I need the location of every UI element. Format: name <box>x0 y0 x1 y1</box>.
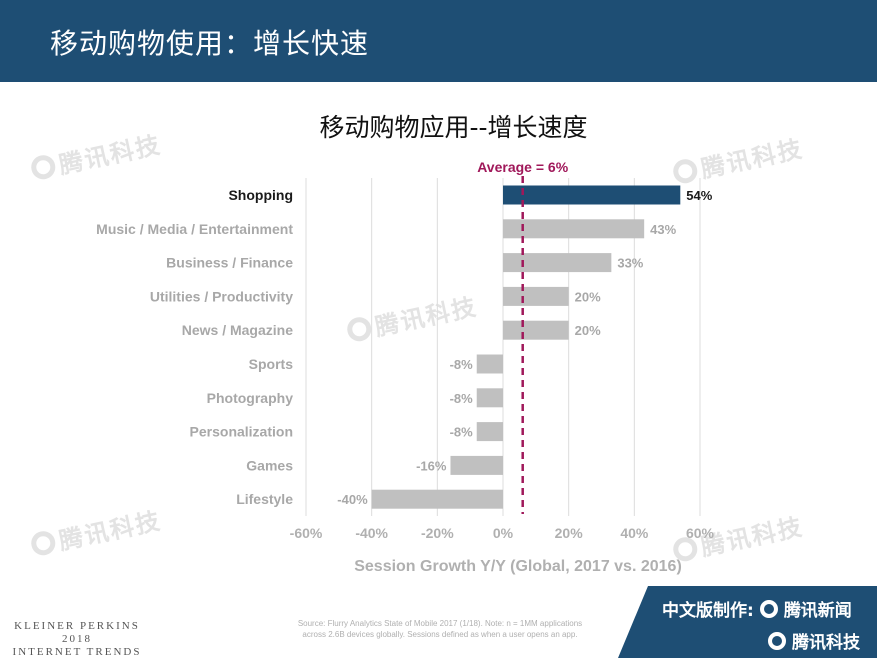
chart-title: 移动购物应用--增长速度 <box>319 113 588 142</box>
bar-chart: -60% -40% -20% 0% 20% 40% 60% Shopping 54% Music … <box>96 159 715 575</box>
credit-box: 中文版制作: 腾讯新闻 腾讯科技 <box>618 586 877 658</box>
credit-prefix: 中文版制作: <box>662 601 754 621</box>
x-tick-label: 20% <box>555 525 584 541</box>
average-label: Average = 6% <box>477 159 568 175</box>
category-label: Photography <box>207 390 294 406</box>
brand-line: 2018 <box>62 633 92 645</box>
slide-title: 移动购物使用：增长快速 <box>50 27 370 60</box>
kleiner-perkins-brand: KLEINER PERKINS 2018 INTERNET TRENDS <box>12 620 142 659</box>
bar <box>371 489 503 509</box>
category-label: Music / Media / Entertainment <box>96 221 293 237</box>
category-label: Lifestyle <box>236 491 293 507</box>
category-label: Games <box>246 457 293 473</box>
slide-header: 移动购物使用：增长快速 <box>0 0 877 82</box>
x-tick-label: 0% <box>493 525 514 541</box>
bar <box>450 455 503 475</box>
source-note: Source: Flurry Analytics State of Mobile… <box>240 618 640 640</box>
bar <box>503 253 612 273</box>
bar <box>476 388 503 408</box>
tencent-logo-icon <box>759 599 778 618</box>
x-tick-label: -40% <box>355 525 388 541</box>
tencent-logo-icon <box>768 631 786 650</box>
source-line: Source: Flurry Analytics State of Mobile… <box>297 619 583 628</box>
bar <box>503 185 681 205</box>
category-label: Sports <box>249 356 294 372</box>
bar <box>503 219 645 239</box>
bar <box>476 422 503 442</box>
data-label: 33% <box>617 256 643 271</box>
data-label: 43% <box>650 222 676 237</box>
category-label: Shopping <box>228 187 293 203</box>
data-label: -40% <box>337 492 368 507</box>
x-tick-label: -60% <box>290 525 323 541</box>
credit-news: 腾讯新闻 <box>783 601 852 621</box>
bar <box>476 354 503 374</box>
credit-tech: 腾讯科技 <box>792 633 860 653</box>
credit-tech-line: 腾讯科技 <box>768 628 860 653</box>
x-tick-label: 40% <box>620 525 649 541</box>
x-axis-title: Session Growth Y/Y (Global, 2017 vs. 201… <box>354 558 682 575</box>
source-line: across 2.6B devices globally. Sessions d… <box>302 630 578 639</box>
bar <box>503 286 569 306</box>
x-tick-label: 60% <box>686 525 715 541</box>
brand-line: KLEINER PERKINS <box>14 620 140 632</box>
category-label: News / Magazine <box>182 322 293 338</box>
data-label: -8% <box>450 425 474 440</box>
data-label: -8% <box>450 391 474 406</box>
brand-line: INTERNET TRENDS <box>12 646 142 658</box>
data-label: 20% <box>575 323 601 338</box>
data-label: -16% <box>416 458 447 473</box>
category-label: Personalization <box>190 424 293 440</box>
x-tick-label: -20% <box>421 525 454 541</box>
bar <box>503 320 569 340</box>
credit-box-corner <box>618 586 648 658</box>
data-label: -8% <box>450 357 474 372</box>
data-label: 20% <box>575 289 601 304</box>
credit-news-line: 中文版制作: 腾讯新闻 <box>662 596 852 621</box>
category-label: Business / Finance <box>166 255 293 271</box>
category-label: Utilities / Productivity <box>150 288 293 304</box>
data-label: 54% <box>686 188 712 203</box>
